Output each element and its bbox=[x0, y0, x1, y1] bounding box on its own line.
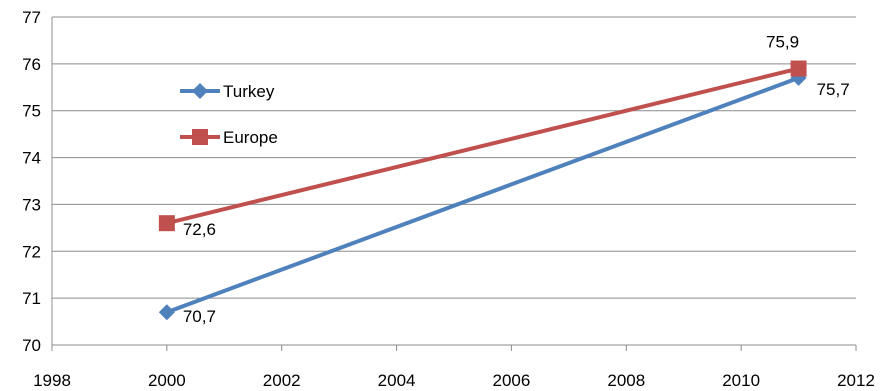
y-tick-label: 74 bbox=[22, 149, 41, 168]
legend-marker-turkey bbox=[192, 83, 208, 99]
legend-label-turkey: Turkey bbox=[223, 82, 275, 101]
series-line-europe bbox=[166, 66, 800, 226]
x-tick-label: 2012 bbox=[837, 371, 875, 390]
data-label-turkey: 75,7 bbox=[817, 80, 850, 99]
y-tick-label: 75 bbox=[22, 102, 41, 121]
data-label-turkey: 70,7 bbox=[183, 307, 216, 326]
series-line-turkey bbox=[166, 76, 800, 315]
x-axis-tick-labels: 1998 2000 2002 2004 2006 2008 2010 2012 bbox=[33, 371, 875, 390]
data-point-europe bbox=[790, 60, 807, 77]
x-tick-label: 2000 bbox=[148, 371, 186, 390]
y-tick-label: 73 bbox=[22, 195, 41, 214]
horizontal-gridlines bbox=[52, 16, 856, 299]
x-tick-label: 2006 bbox=[493, 371, 531, 390]
y-axis-tick-labels: 70 71 72 73 74 75 76 77 bbox=[22, 8, 41, 355]
y-tick-label: 71 bbox=[22, 289, 41, 308]
axes bbox=[51, 17, 857, 351]
y-tick-label: 70 bbox=[22, 336, 41, 355]
data-label-europe: 75,9 bbox=[766, 33, 799, 52]
x-tick-label: 2002 bbox=[263, 371, 301, 390]
legend: Turkey Europe bbox=[180, 82, 278, 147]
x-tick-label: 2008 bbox=[607, 371, 645, 390]
data-label-europe: 72,6 bbox=[183, 220, 216, 239]
legend-label-europe: Europe bbox=[223, 128, 278, 147]
y-tick-label: 77 bbox=[22, 8, 41, 27]
legend-marker-europe bbox=[192, 129, 208, 145]
data-point-europe bbox=[158, 215, 175, 232]
series-group bbox=[158, 60, 807, 321]
y-tick-label: 72 bbox=[22, 242, 41, 261]
data-labels: 70,7 75,7 72,6 75,9 bbox=[183, 33, 850, 327]
y-tick-label: 76 bbox=[22, 55, 41, 74]
x-tick-label: 1998 bbox=[33, 371, 71, 390]
x-tick-label: 2004 bbox=[378, 371, 416, 390]
data-point-turkey bbox=[158, 304, 175, 321]
x-tick-label: 2010 bbox=[722, 371, 760, 390]
